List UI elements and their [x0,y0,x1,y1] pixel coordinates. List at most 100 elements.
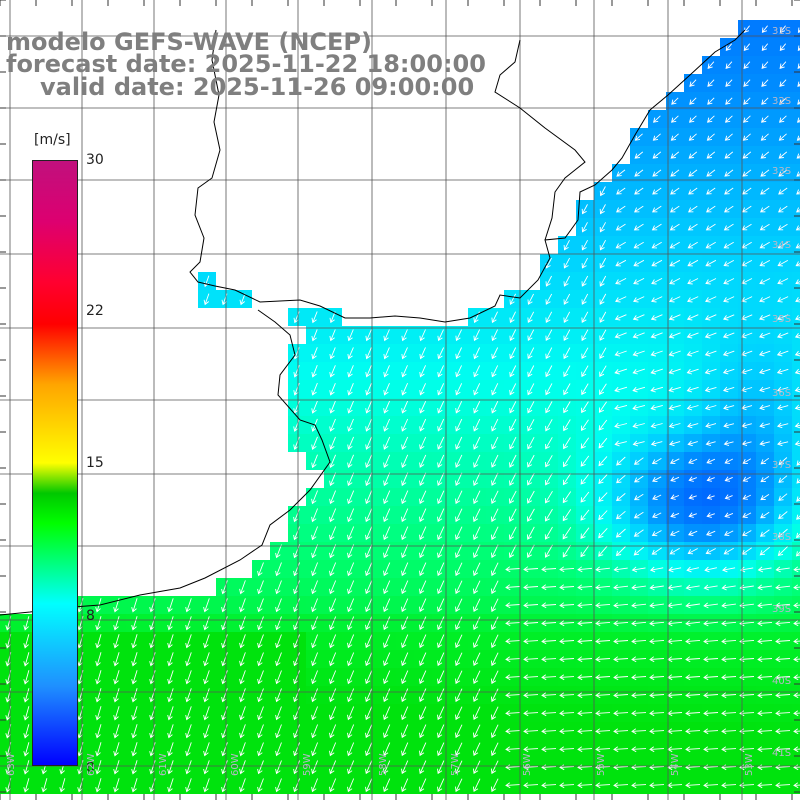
wind-arrow [707,97,715,105]
wind-arrow [491,365,499,378]
wind-arrow [311,670,319,685]
wind-arrow [669,547,680,555]
wind-arrow [598,419,608,431]
wind-arrow [401,418,409,432]
colorbar-tick-30: 30 [86,152,104,168]
wind-arrow [541,638,557,645]
wind-cell [792,128,800,146]
wind-cell [792,56,800,74]
wind-arrow [527,454,535,468]
wind-arrow [149,670,156,685]
wind-arrow [688,115,697,123]
wind-arrow [455,616,463,631]
wind-arrow [490,580,499,595]
lon-label: 54W [670,753,681,776]
wind-arrow [257,670,264,685]
wind-arrow [311,329,318,342]
wind-arrow [723,314,735,321]
wind-arrow [401,329,408,342]
wind-arrow [724,187,734,195]
wind-arrow [759,332,771,339]
wind-arrow [598,437,608,449]
wind-arrow [311,724,319,739]
wind-arrow [794,422,800,429]
wind-arrow [131,706,138,721]
wind-arrow [203,634,210,649]
wind-arrow [649,602,664,609]
wind-arrow [490,616,499,631]
wind-arrow [437,347,445,360]
wind-arrow [203,670,210,685]
wind-arrow [794,350,800,357]
wind-arrow [401,562,409,577]
wind-arrow [383,490,391,505]
wind-arrow [491,329,499,342]
wind-arrow [669,223,680,231]
wind-arrow [419,634,427,649]
wind-arrow [563,383,571,396]
wind-arrow [523,602,539,609]
wind-arrow [347,562,355,577]
wind-arrow [704,314,717,321]
wind-arrow [401,634,409,649]
wind-arrow [221,670,228,685]
wind-arrow [95,742,102,757]
wind-arrow [723,422,735,429]
wind-arrow [652,205,662,213]
wind-arrow [704,386,717,393]
wind-arrow [563,275,570,287]
wind-arrow [329,742,337,757]
wind-arrow [670,187,680,195]
wind-arrow [685,674,701,681]
wind-arrow [505,674,521,681]
wind-arrow [559,656,575,663]
wind-arrow [113,778,120,793]
wind-arrow [649,746,665,753]
wind-arrow [706,187,716,195]
wind-arrow [742,458,752,464]
wind-arrow [595,584,611,591]
wind-arrow [383,760,391,775]
wind-arrow [527,365,535,378]
wind-arrow [599,186,606,197]
wind-arrow [703,638,719,645]
wind-arrow [455,526,463,541]
wind-cell [792,488,800,506]
wind-arrow [311,490,319,505]
wind-arrow [577,710,593,717]
wind-arrow [383,688,391,703]
wind-arrow [239,706,246,721]
wind-arrow [632,422,645,429]
wind-arrow [329,724,337,739]
wind-arrow [239,688,246,703]
wind-arrow [795,243,800,249]
wind-arrow [778,115,787,123]
lat-label: 39S [772,604,792,615]
wind-arrow [203,778,210,793]
wind-arrow [670,494,680,500]
wind-arrow [615,296,627,303]
wind-arrow [742,205,752,213]
wind-arrow [670,512,680,518]
wind-arrow [401,724,409,739]
wind-arrow [794,333,800,339]
wind-arrow [455,724,463,739]
wind-arrow [221,778,228,793]
wind-arrow [490,526,499,541]
wind-arrow [777,278,789,285]
wind-arrow [419,670,427,685]
wind-arrow [797,99,800,105]
wind-arrow [490,778,499,793]
wind-arrow [743,43,751,51]
wind-arrow [149,598,156,613]
wind-arrow [419,652,427,667]
wind-arrow [185,778,192,793]
wind-arrow [685,638,701,645]
wind-arrow [559,638,575,645]
wind-arrow [541,620,557,627]
lon-label: 57W [450,753,461,776]
wind-arrow [455,383,463,396]
wind-arrow [634,133,643,141]
wind-arrow [311,634,319,649]
wind-arrow [311,580,319,595]
